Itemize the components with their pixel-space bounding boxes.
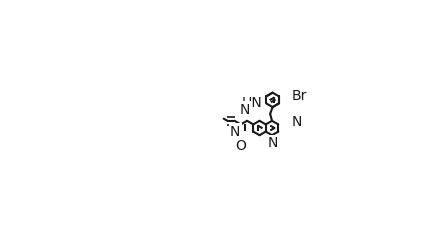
Text: N: N xyxy=(291,115,302,129)
Text: N: N xyxy=(230,125,240,138)
Text: Br: Br xyxy=(292,89,307,103)
Text: H: H xyxy=(240,102,250,115)
Text: HN: HN xyxy=(241,96,262,110)
Text: N: N xyxy=(268,136,278,150)
Text: N: N xyxy=(240,103,250,117)
Text: O: O xyxy=(235,138,246,153)
